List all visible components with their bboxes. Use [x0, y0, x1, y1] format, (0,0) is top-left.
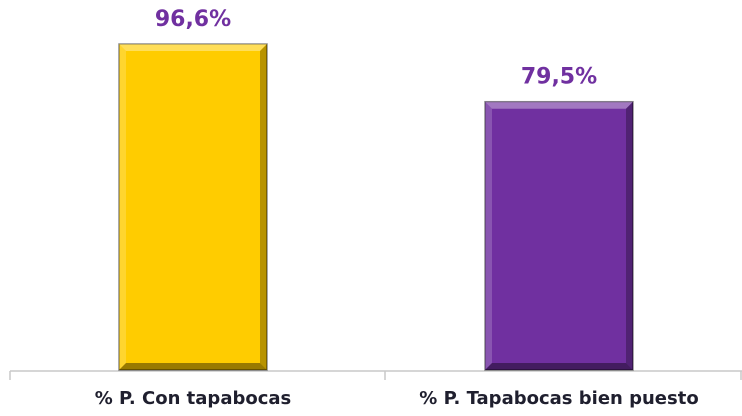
bar-bevel	[119, 363, 267, 370]
bar-bevel	[626, 101, 633, 371]
bar	[484, 100, 634, 371]
bar-bevel	[485, 363, 633, 370]
x-tick-label: % P. Con tapabocas	[95, 388, 292, 409]
bar-bevel	[260, 44, 267, 370]
value-label: 96,6%	[155, 7, 231, 32]
bar-bevel	[485, 101, 492, 371]
bar-bevel	[119, 44, 267, 51]
bar	[118, 43, 268, 371]
x-tick-label: % P. Tapabocas bien puesto	[419, 388, 698, 409]
bar-bevel	[485, 101, 633, 109]
value-label: 79,5%	[521, 65, 597, 90]
bar-bevel	[119, 44, 126, 370]
